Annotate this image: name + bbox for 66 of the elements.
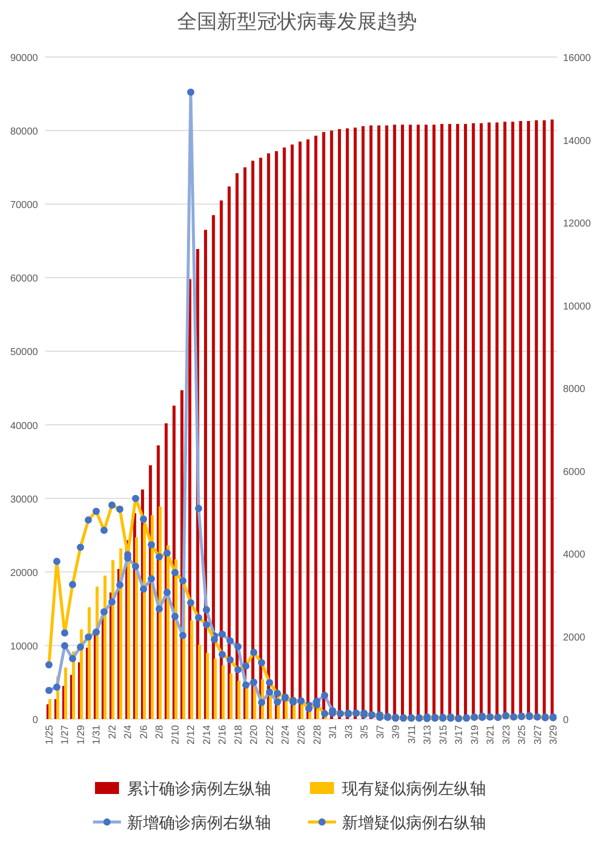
y2-tick-label: 16000 xyxy=(563,53,592,64)
x-tick-label: 3/27 xyxy=(532,724,544,744)
bar xyxy=(230,673,233,719)
y2-tick-label: 2000 xyxy=(563,632,586,644)
x-tick-label: 3/1 xyxy=(328,724,340,739)
bar xyxy=(48,699,52,719)
x-tick-label: 3/25 xyxy=(517,724,528,744)
legend-label: 新增确诊病例右纵轴 xyxy=(127,814,271,832)
chart-title: 全国新型冠状病毒发展趋势 xyxy=(177,11,417,33)
x-tick-label: 2/22 xyxy=(264,724,276,744)
y2-tick-label: 8000 xyxy=(563,384,586,395)
y-tick-label: 20000 xyxy=(10,568,38,579)
x-tick-label: 3/29 xyxy=(548,724,560,744)
y2-tick-label: 6000 xyxy=(563,466,586,478)
x-tick-label: 3/19 xyxy=(470,724,481,744)
x-tick-label: 1/27 xyxy=(60,724,72,744)
x-tick-label: 1/29 xyxy=(76,724,87,744)
x-tick-label: 3/15 xyxy=(438,724,450,744)
x-tick-label: 2/28 xyxy=(312,724,324,744)
bar xyxy=(190,620,194,719)
x-tick-label: 3/11 xyxy=(406,724,418,744)
y-tick-label: 80000 xyxy=(10,126,38,138)
x-tick-label: 2/18 xyxy=(233,724,244,744)
x-tick-label: 3/7 xyxy=(375,724,386,739)
bar xyxy=(237,680,240,719)
x-tick-label: 2/24 xyxy=(280,724,292,744)
x-tick-label: 3/17 xyxy=(454,724,466,744)
y2-tick-label: 0 xyxy=(563,715,569,726)
y-tick-label: 40000 xyxy=(10,420,38,432)
legend-label: 现有疑似病例左纵轴 xyxy=(342,780,486,798)
y-tick-label: 0 xyxy=(32,715,38,726)
x-tick-label: 2/10 xyxy=(170,724,182,744)
x-tick-label: 2/12 xyxy=(186,724,198,744)
x-tick-label: 1/31 xyxy=(92,724,103,744)
x-tick-label: 2/16 xyxy=(218,724,229,744)
x-tick-label: 3/3 xyxy=(344,724,355,739)
x-tick-label: 3/21 xyxy=(486,724,497,744)
y-tick-label: 90000 xyxy=(10,53,38,64)
x-tick-label: 3/5 xyxy=(360,724,371,739)
bar xyxy=(206,652,209,719)
bar xyxy=(198,644,202,719)
x-tick-label: 2/14 xyxy=(202,724,213,744)
x-tick-label: 2/2 xyxy=(107,724,118,739)
y2-tick-label: 12000 xyxy=(563,218,592,230)
y-tick-label: 10000 xyxy=(10,641,38,652)
y-tick-label: 30000 xyxy=(10,494,38,506)
y2-tick-label: 4000 xyxy=(563,550,586,560)
x-tick-label: 2/26 xyxy=(296,724,308,744)
x-tick-label: 3/23 xyxy=(501,724,512,744)
y2-tick-label: 14000 xyxy=(563,136,592,147)
x-tick-label: 2/8 xyxy=(154,724,166,739)
x-tick-label: 3/13 xyxy=(422,724,434,744)
y2-tick-label: 10000 xyxy=(563,301,592,312)
legend-label: 累计确诊病例左纵轴 xyxy=(127,780,271,798)
y-tick-label: 50000 xyxy=(10,347,38,358)
x-tick-label: 1/25 xyxy=(44,724,56,744)
bar xyxy=(64,668,68,719)
bar xyxy=(214,658,217,719)
bar xyxy=(222,665,225,719)
x-tick-label: 2/20 xyxy=(249,724,260,744)
x-tick-label: 2/4 xyxy=(123,724,134,739)
y-tick-label: 60000 xyxy=(10,274,38,285)
y-tick-label: 70000 xyxy=(10,200,38,212)
legend-label: 新增疑似病例右纵轴 xyxy=(342,814,486,832)
x-tick-label: 2/6 xyxy=(138,724,150,739)
x-tick-label: 3/9 xyxy=(391,724,402,739)
